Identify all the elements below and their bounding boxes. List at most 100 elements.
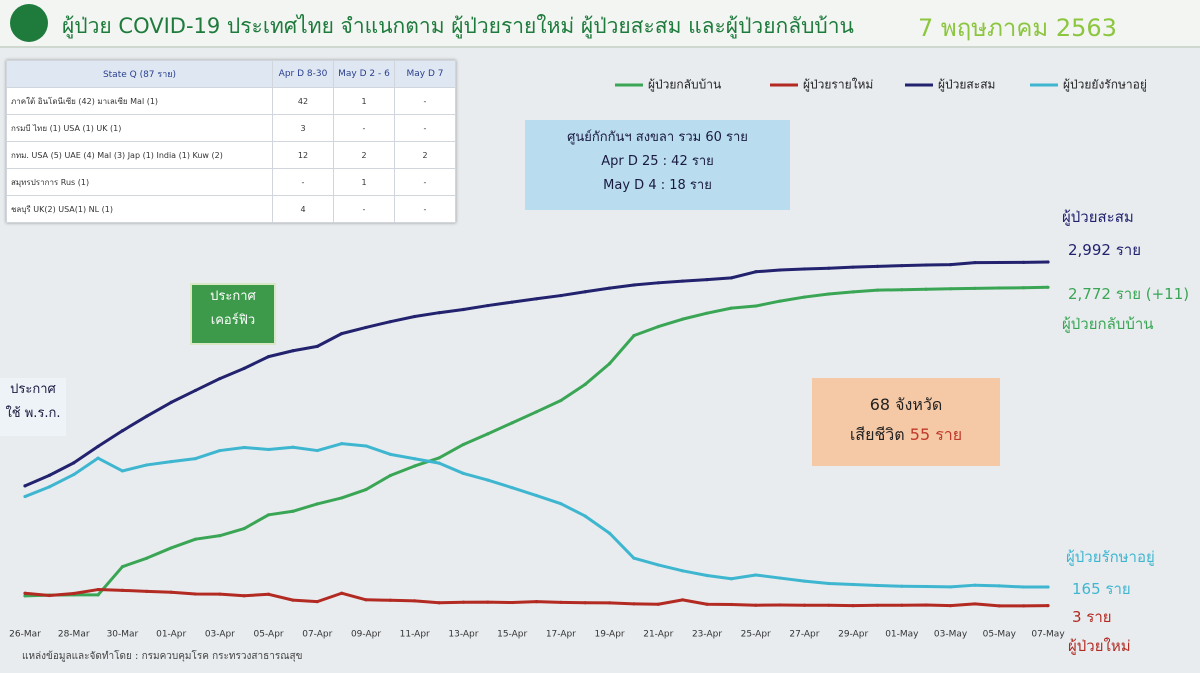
point	[924, 584, 928, 589]
x-tick-label: 01-Apr	[156, 630, 186, 640]
point	[96, 456, 100, 460]
point	[656, 325, 660, 329]
point	[218, 448, 222, 453]
note-line: ใช้ พ.ร.ก.	[5, 406, 61, 421]
table-header: State Q (87 ราย)	[6, 60, 273, 88]
point	[924, 287, 928, 291]
point	[1022, 260, 1026, 264]
point	[778, 576, 782, 580]
cell: 1	[333, 168, 395, 196]
cell: -	[333, 195, 395, 223]
point	[47, 593, 51, 598]
point	[997, 286, 1001, 290]
point	[291, 445, 295, 449]
point	[754, 304, 758, 308]
point	[681, 279, 685, 283]
point	[875, 288, 880, 292]
point	[632, 602, 636, 606]
point	[729, 577, 733, 581]
point	[973, 260, 977, 265]
deaths: 55 ราย	[909, 425, 963, 444]
point	[559, 293, 563, 298]
point	[583, 514, 587, 518]
point	[266, 355, 271, 359]
point	[461, 471, 466, 476]
point	[388, 452, 392, 456]
point	[875, 264, 880, 268]
point	[607, 286, 612, 290]
x-tick-label: 11-Apr	[400, 630, 430, 640]
point	[437, 601, 441, 605]
point	[778, 299, 782, 303]
point	[461, 600, 466, 604]
point	[1022, 585, 1026, 589]
point	[1046, 585, 1050, 589]
point	[23, 494, 27, 499]
point	[96, 444, 100, 449]
point	[145, 556, 149, 560]
point	[534, 410, 539, 414]
point	[607, 601, 612, 605]
point	[23, 594, 27, 598]
point	[948, 604, 953, 608]
point	[47, 473, 51, 477]
state-q-table: State Q (87 ราย) Apr D 8-30 May D 2 - 6 May…	[6, 60, 456, 223]
cell: 4	[272, 195, 334, 223]
new-label: ผู้ป่วยใหม่	[1068, 637, 1131, 655]
point	[23, 484, 27, 488]
cell: 42	[272, 87, 334, 115]
point	[900, 603, 904, 607]
point	[973, 286, 977, 290]
point	[315, 600, 319, 604]
x-tick-label: 23-Apr	[692, 630, 722, 640]
x-tick-label: 15-Apr	[497, 630, 527, 640]
point	[145, 463, 149, 467]
point	[120, 565, 125, 569]
provinces: 68 จังหวัด	[869, 395, 943, 414]
curfew-note: ประกาศ เคอร์ฟิว	[190, 283, 276, 345]
point	[583, 601, 587, 605]
cell: ชลบุรี UK(2) USA(1) NL (1)	[6, 195, 273, 223]
point	[754, 603, 758, 607]
point	[315, 448, 319, 453]
cell: กทม. USA (5) UAE (4) Mal (3) Jap (1) Ind…	[6, 141, 273, 169]
emergency-note: ประกาศ ใช้ พ.ร.ก.	[0, 378, 66, 436]
point	[559, 398, 563, 403]
quarantine-box: ศูนย์กักกันฯ สงขลา รวม 60 ราย Apr D 25 :…	[525, 120, 790, 210]
active-label: ผู้ป่วยรักษาอยู่	[1066, 548, 1155, 566]
cumulative-value: 2,992 ราย	[1068, 241, 1141, 259]
point	[851, 604, 855, 608]
title: ผู้ป่วย COVID-19 ประเทศไทย จำแนกตาม ผู้ป…	[62, 14, 854, 38]
point	[242, 594, 246, 598]
active-value: 165 ราย	[1072, 580, 1131, 598]
point	[145, 589, 149, 593]
point	[169, 590, 173, 594]
point	[973, 602, 977, 606]
point	[340, 332, 344, 336]
legend-label: ผู้ป่วยสะสม	[938, 78, 995, 93]
quarantine-line: Apr D 25 : 42 ราย	[601, 154, 714, 169]
point	[193, 537, 198, 541]
point	[413, 599, 417, 603]
deaths-label: เสียชีวิต	[849, 425, 905, 444]
note-line: ประกาศ	[10, 382, 56, 397]
point	[169, 459, 173, 464]
point	[340, 442, 344, 446]
x-tick-label: 05-May	[983, 630, 1017, 640]
point	[72, 461, 76, 465]
x-tick-label: 09-Apr	[351, 630, 381, 640]
cell: -	[394, 114, 456, 142]
point	[851, 582, 855, 587]
recovered-value: 2,772 ราย (+11)	[1068, 285, 1190, 303]
point	[242, 366, 246, 370]
point	[705, 311, 709, 315]
point	[632, 333, 636, 338]
point	[559, 600, 563, 604]
point	[364, 487, 368, 492]
point	[120, 469, 125, 473]
point	[802, 603, 807, 607]
point	[218, 376, 222, 381]
point	[388, 320, 392, 324]
point	[559, 502, 563, 506]
